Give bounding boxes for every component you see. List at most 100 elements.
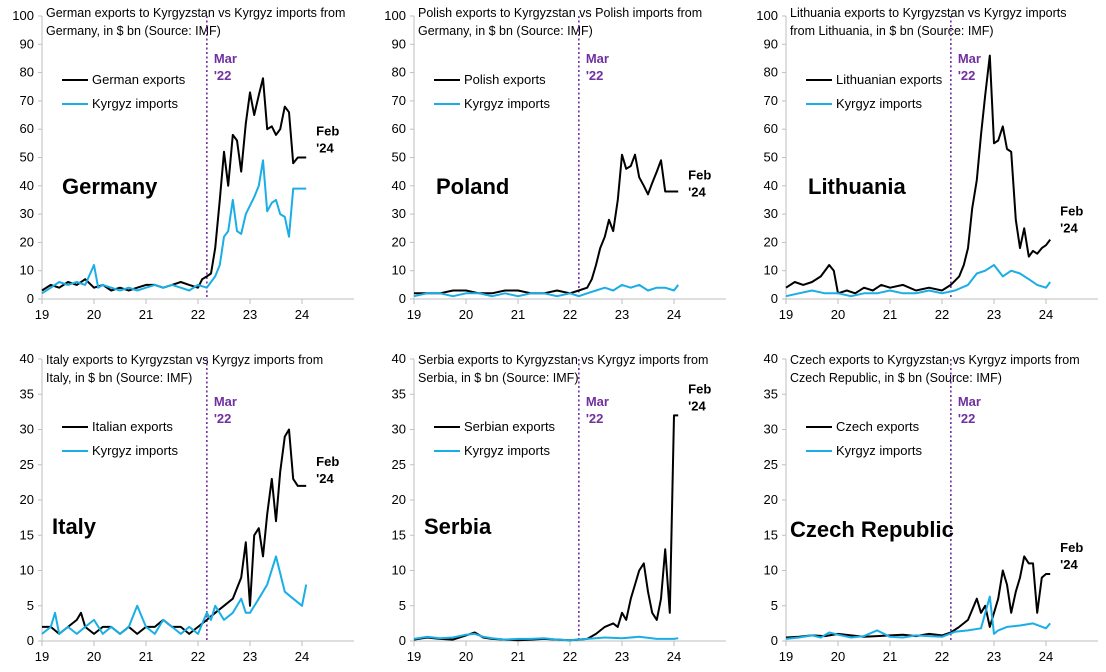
x-tick-label: 22 <box>935 307 949 322</box>
series-line-imports <box>413 283 680 298</box>
end-label: '24 <box>316 141 334 156</box>
x-tick-label: 23 <box>615 649 629 664</box>
country-label: Serbia <box>424 514 492 539</box>
x-tick-label: 24 <box>295 307 309 322</box>
x-tick-label: 24 <box>1039 307 1053 322</box>
y-tick-label: 20 <box>20 492 34 507</box>
chart-panel-italy: 0 5 10 15 20 25 30 35 40 19 20 21 22 23 24 Italy export… <box>20 351 354 664</box>
y-tick-label: 20 <box>764 492 778 507</box>
marker-label: '22 <box>214 68 232 83</box>
x-tick-label: 21 <box>511 649 525 664</box>
x-tick-label: 24 <box>1039 649 1053 664</box>
y-tick-label: 30 <box>392 206 406 221</box>
y-tick-label: 90 <box>20 36 34 51</box>
x-tick-label: 19 <box>779 649 793 664</box>
x-tick-label: 20 <box>831 307 845 322</box>
y-tick-label: 0 <box>771 291 778 306</box>
end-label: Feb <box>316 454 339 469</box>
x-tick-label: 23 <box>615 307 629 322</box>
x-tick-label: 19 <box>779 307 793 322</box>
x-tick-label: 22 <box>935 649 949 664</box>
x-tick-label: 21 <box>883 649 897 664</box>
end-label: '24 <box>1060 557 1078 572</box>
series-line-imports <box>785 595 1051 640</box>
y-tick-label: 15 <box>20 527 34 542</box>
x-tick-label: 22 <box>191 649 205 664</box>
country-label: Czech Republic <box>790 517 954 542</box>
chart-panel-germany: 0 10 20 30 40 50 60 70 80 90 100 19 20 21 22 23 24 German… <box>12 6 354 322</box>
marker-label: Mar <box>586 394 609 409</box>
y-tick-label: 20 <box>392 492 406 507</box>
y-tick-label: 70 <box>20 93 34 108</box>
chart-title: Italy exports to Kyrgyzstan vs Kyrgyz im… <box>46 353 323 385</box>
chart-title: Czech exports to Kyrgyzstan vs Kyrgyz im… <box>790 353 1080 385</box>
marker-label: '22 <box>958 68 976 83</box>
x-tick-label: 23 <box>987 307 1001 322</box>
x-tick-label: 21 <box>511 307 525 322</box>
y-tick-label: 15 <box>764 527 778 542</box>
y-tick-label: 80 <box>392 65 406 80</box>
y-tick-label: 10 <box>764 263 778 278</box>
series-line-imports <box>41 159 307 295</box>
y-tick-label: 35 <box>392 386 406 401</box>
chart-panel-lithuania: 0 10 20 30 40 50 60 70 80 90 100 19 20 21 22 23 24 Lithua… <box>756 6 1098 322</box>
marker-label: '22 <box>958 411 976 426</box>
series-line-imports <box>41 555 308 635</box>
y-tick-label: 0 <box>27 633 34 648</box>
end-label: Feb <box>1060 540 1083 555</box>
legend-label: German exports <box>92 72 186 87</box>
y-tick-label: 5 <box>771 598 778 613</box>
legend-label: Serbian exports <box>464 419 556 434</box>
y-tick-label: 40 <box>764 351 778 366</box>
y-tick-label: 90 <box>764 36 778 51</box>
x-tick-label: 24 <box>295 649 309 664</box>
marker-label: Mar <box>214 51 237 66</box>
legend-label: Kyrgyz imports <box>92 443 178 458</box>
x-tick-label: 24 <box>667 649 681 664</box>
marker-label: Mar <box>958 51 981 66</box>
series-line-exports <box>785 555 1051 639</box>
y-tick-label: 10 <box>392 563 406 578</box>
legend-label: Italian exports <box>92 419 173 434</box>
end-label: '24 <box>1060 221 1078 236</box>
marker-label: Mar <box>958 394 981 409</box>
legend-label: Kyrgyz imports <box>836 443 922 458</box>
x-tick-label: 20 <box>459 307 473 322</box>
x-tick-label: 24 <box>667 307 681 322</box>
legend-label: Kyrgyz imports <box>464 443 550 458</box>
y-tick-label: 0 <box>771 633 778 648</box>
y-tick-label: 50 <box>764 150 778 165</box>
series-line-exports <box>785 54 1052 295</box>
y-tick-label: 0 <box>399 291 406 306</box>
end-label: Feb <box>316 124 339 139</box>
y-tick-label: 90 <box>392 36 406 51</box>
marker-label: Mar <box>586 51 609 66</box>
x-tick-label: 22 <box>563 307 577 322</box>
y-tick-label: 70 <box>764 93 778 108</box>
x-tick-label: 22 <box>563 649 577 664</box>
end-label: '24 <box>688 398 706 413</box>
country-label: Germany <box>62 174 158 199</box>
x-tick-label: 23 <box>243 649 257 664</box>
y-tick-label: 40 <box>392 351 406 366</box>
y-tick-label: 40 <box>20 351 34 366</box>
marker-label: Mar <box>214 394 237 409</box>
y-tick-label: 30 <box>392 422 406 437</box>
series-line-imports <box>413 632 679 642</box>
y-tick-label: 100 <box>756 8 778 23</box>
y-tick-label: 35 <box>764 386 778 401</box>
x-tick-label: 23 <box>987 649 1001 664</box>
end-label: Feb <box>688 381 711 396</box>
marker-label: '22 <box>586 411 604 426</box>
y-tick-label: 30 <box>20 422 34 437</box>
legend-label: Kyrgyz imports <box>836 96 922 111</box>
y-tick-label: 60 <box>392 121 406 136</box>
x-tick-label: 19 <box>407 649 421 664</box>
country-label: Poland <box>436 174 509 199</box>
y-tick-label: 30 <box>764 206 778 221</box>
y-tick-label: 0 <box>27 291 34 306</box>
chart-title: Serbia exports to Kyrgyzstan vs Kyrgyz i… <box>418 353 708 385</box>
y-tick-label: 30 <box>20 206 34 221</box>
y-tick-label: 10 <box>20 263 34 278</box>
